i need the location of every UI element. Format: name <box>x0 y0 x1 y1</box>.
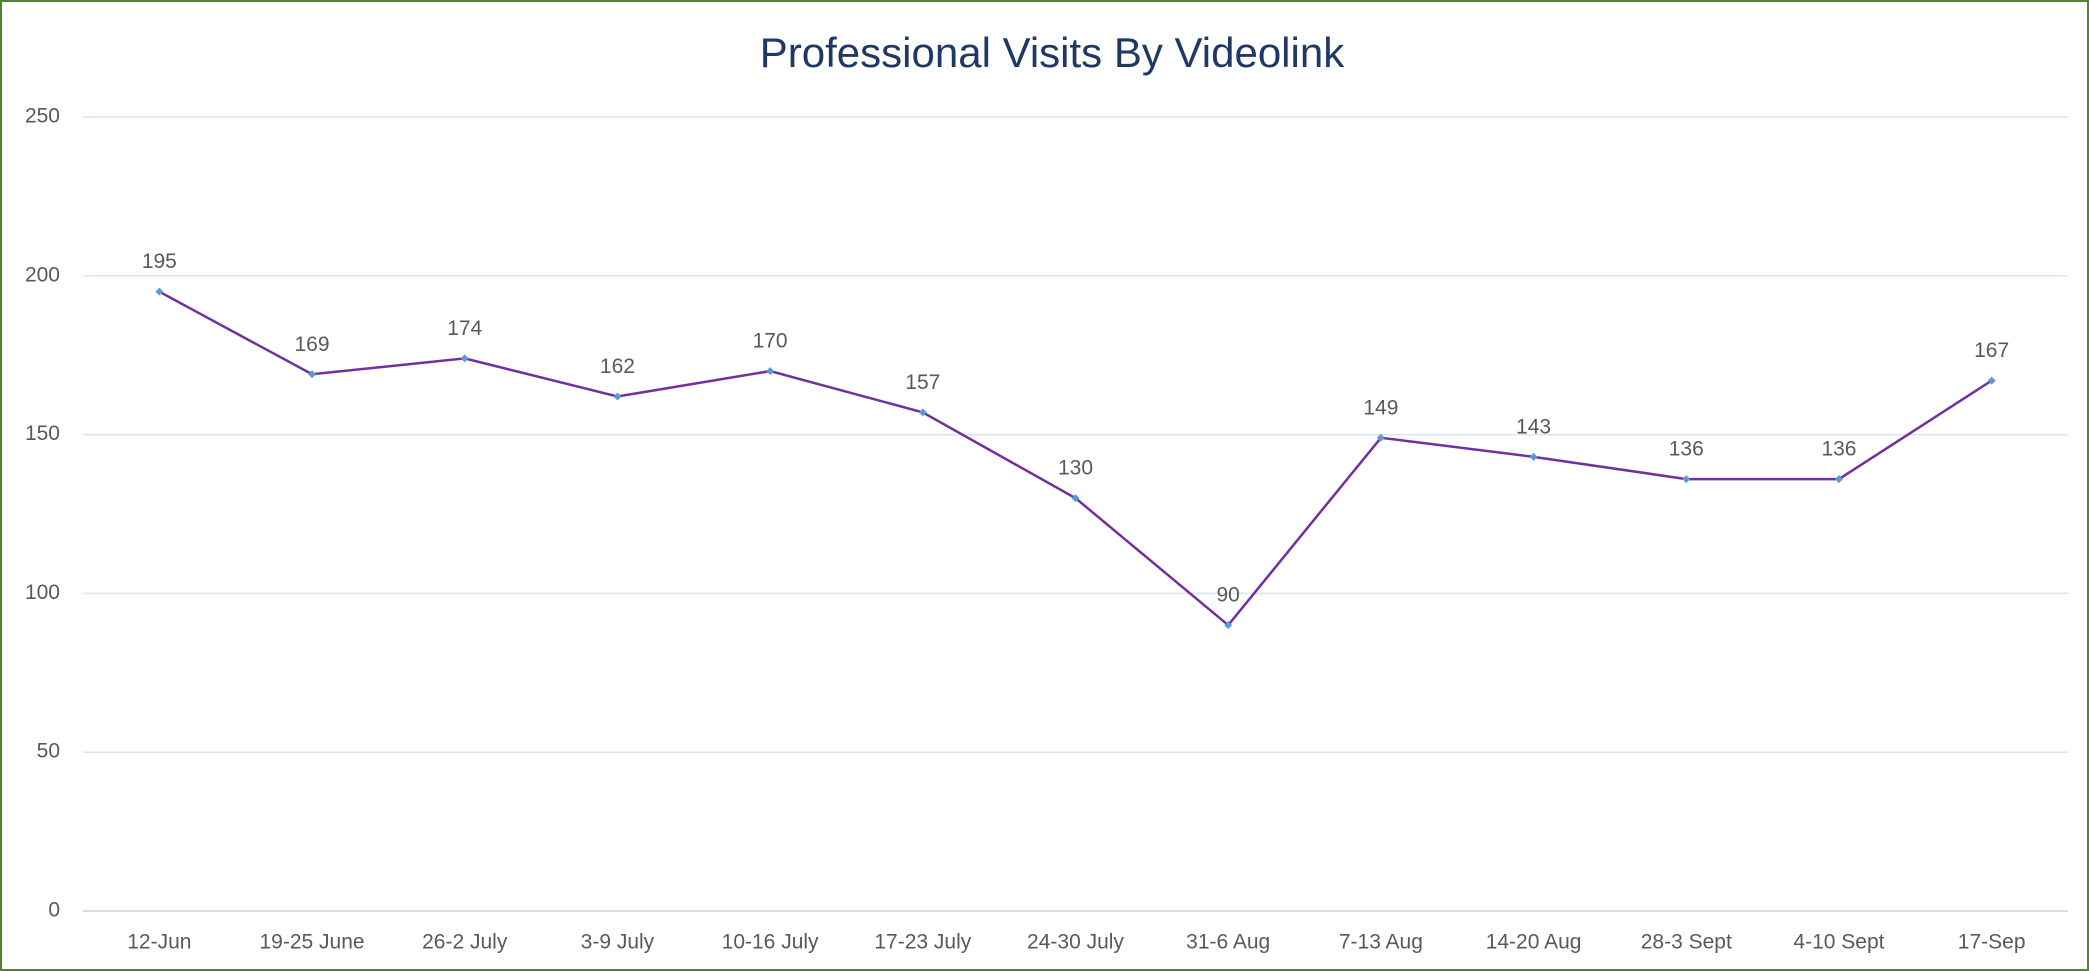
x-tick-label: 4-10 Sept <box>1793 931 1884 954</box>
data-label: 174 <box>447 317 482 340</box>
y-tick-label: 200 <box>25 263 60 286</box>
data-label: 136 <box>1821 438 1856 461</box>
data-label: 162 <box>600 355 635 378</box>
data-point <box>460 354 469 363</box>
y-tick-label: 50 <box>37 740 60 763</box>
data-point <box>918 408 927 417</box>
x-tick-label: 26-2 July <box>422 931 508 954</box>
y-tick-label: 150 <box>25 422 60 445</box>
data-label: 170 <box>753 330 788 353</box>
data-point <box>1987 376 1996 385</box>
data-label: 149 <box>1363 396 1398 419</box>
chart-title: Professional Visits By Videolink <box>760 29 1345 76</box>
x-tick-label: 3-9 July <box>581 931 655 954</box>
x-tick-label: 19-25 June <box>259 931 364 954</box>
x-tick-label: 24-30 July <box>1027 931 1124 954</box>
data-label: 157 <box>905 371 940 394</box>
data-point <box>1682 475 1691 484</box>
x-tick-label: 10-16 July <box>722 931 819 954</box>
data-label: 169 <box>295 333 330 356</box>
data-point <box>1376 433 1385 442</box>
x-tick-label: 12-Jun <box>127 931 191 954</box>
x-tick-label: 14-20 Aug <box>1486 931 1582 954</box>
x-tick-label: 31-6 Aug <box>1186 931 1270 954</box>
x-tick-label: 28-3 Sept <box>1641 931 1732 954</box>
x-tick-label: 17-23 July <box>874 931 971 954</box>
data-point <box>1529 452 1538 461</box>
data-label: 130 <box>1058 457 1093 480</box>
data-point <box>308 370 317 379</box>
data-label: 167 <box>1974 339 2009 362</box>
data-label: 90 <box>1217 584 1240 607</box>
data-point <box>1224 621 1233 630</box>
x-tick-label: 7-13 Aug <box>1339 931 1423 954</box>
data-point <box>766 367 775 376</box>
data-label: 195 <box>142 250 177 273</box>
data-point <box>155 287 164 296</box>
y-tick-label: 0 <box>48 899 60 922</box>
data-label: 136 <box>1669 438 1704 461</box>
data-point <box>613 392 622 401</box>
data-point <box>1834 475 1843 484</box>
x-tick-label: 17-Sep <box>1958 931 2026 954</box>
y-tick-label: 100 <box>25 581 60 604</box>
data-label: 143 <box>1516 415 1551 438</box>
y-tick-label: 250 <box>25 105 60 128</box>
data-point <box>1071 494 1080 503</box>
